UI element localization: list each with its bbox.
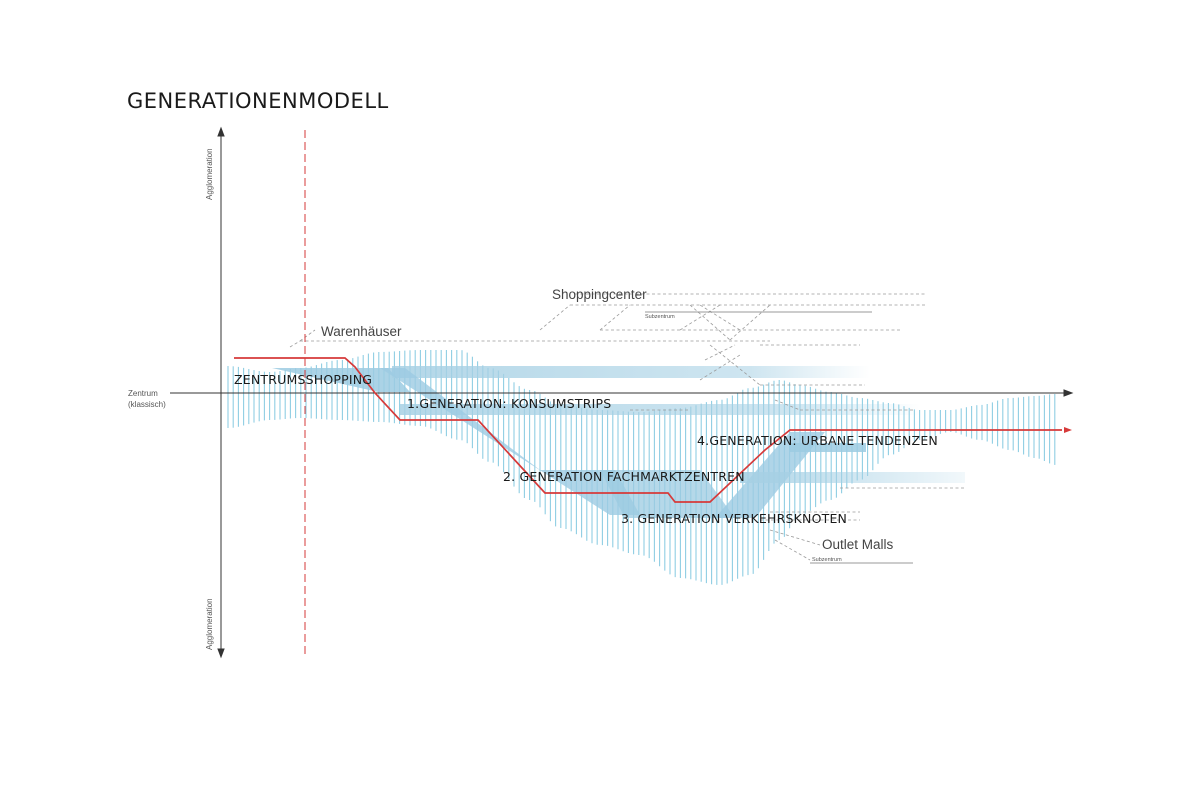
band-gen4-strip bbox=[790, 443, 866, 452]
page-title: GENERATIONENMODELL bbox=[127, 89, 389, 113]
label-shoppingcenter: Shoppingcenter bbox=[552, 287, 647, 302]
axis-arrow-down bbox=[217, 648, 225, 659]
axis-arrow-up bbox=[217, 126, 225, 137]
label-warenhaeuser: Warenhäuser bbox=[321, 324, 402, 339]
generation-bands bbox=[272, 366, 965, 518]
band-gen1-strip bbox=[392, 366, 870, 378]
red-path-arrow bbox=[1064, 427, 1072, 433]
label-zentrumsshopping: ZENTRUMSSHOPPING bbox=[234, 372, 372, 387]
subzentrum-lines bbox=[645, 311, 913, 564]
label-generation-3: 3. GENERATION VERKEHRSKNOTEN bbox=[621, 511, 847, 526]
band-zentrum bbox=[272, 368, 410, 392]
label-generation-4: 4.GENERATION: URBANE TENDENZEN bbox=[697, 433, 938, 448]
label-subzentrum-bottom: Subzentrum bbox=[812, 557, 842, 563]
axis-label-top: Agglomeration bbox=[205, 148, 214, 200]
axis-arrow-right bbox=[1063, 389, 1074, 397]
label-generation-2: 2. GENERATION FACHMARKTZENTREN bbox=[503, 469, 745, 484]
axes bbox=[170, 126, 1074, 659]
band-gen1b-strip bbox=[400, 404, 920, 415]
axis-label-zentrum: Zentrum bbox=[128, 389, 158, 398]
generation-path-red bbox=[234, 357, 1062, 503]
axis-label-bottom: Agglomeration bbox=[205, 598, 214, 650]
axis-label-klassisch: (klassisch) bbox=[128, 400, 166, 409]
label-subzentrum-top: Subzentrum bbox=[645, 314, 675, 320]
band-gen2-strip bbox=[740, 472, 965, 483]
label-outlet-malls: Outlet Malls bbox=[822, 537, 894, 552]
label-generation-1: 1.GENERATION: KONSUMSTRIPS bbox=[407, 396, 611, 411]
band-gen2-diagonal bbox=[380, 368, 640, 515]
band-gen3-trough bbox=[600, 470, 735, 518]
dashed-reference-lines bbox=[289, 293, 965, 561]
